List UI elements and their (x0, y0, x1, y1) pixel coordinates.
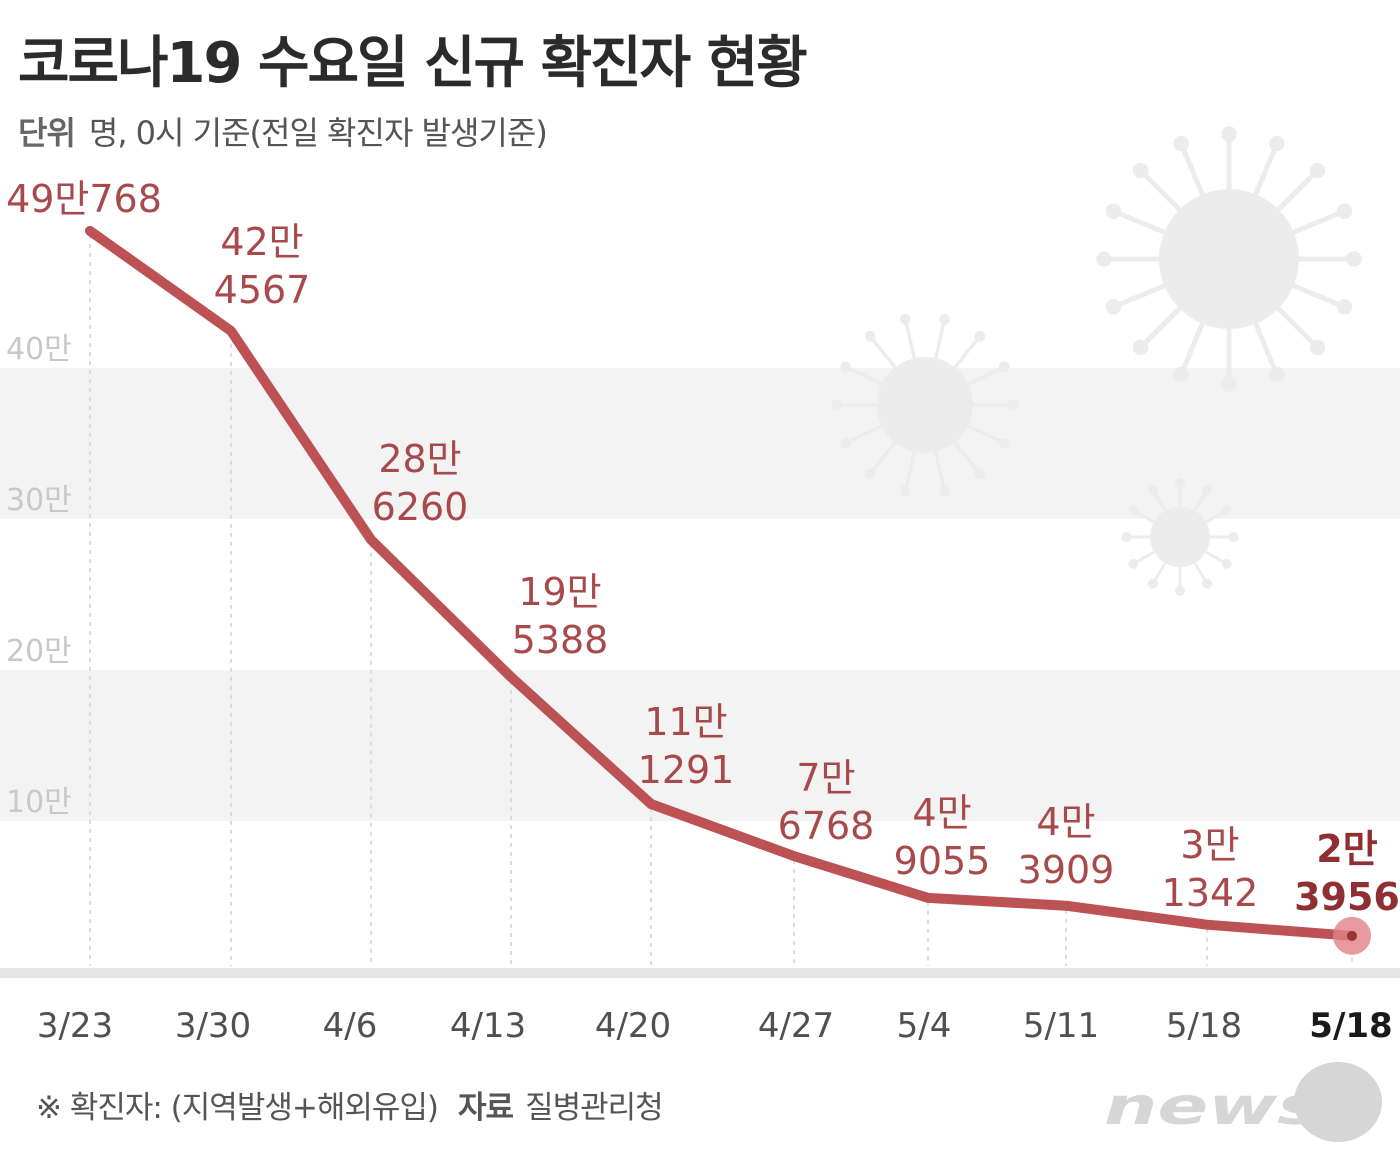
virus-decoration (831, 126, 1362, 596)
footer: ※ 확진자: (지역발생+해외유입) 자료 질병관리청 (36, 1082, 664, 1127)
data-point (1204, 921, 1210, 928)
data-label: 49만768 (6, 177, 162, 221)
x-tick-label: 5/11 (1023, 1006, 1099, 1046)
data-label: 1291 (638, 748, 735, 792)
virus-icon-small (1121, 478, 1239, 596)
x-tick-label: 4/13 (450, 1006, 526, 1046)
vertical-guides (89, 234, 1353, 966)
series-path (85, 225, 1357, 941)
source-name: 질병관리청 (525, 1090, 664, 1126)
data-point (648, 800, 654, 807)
data-point (1063, 902, 1069, 909)
x-tick-label: 4/20 (595, 1006, 671, 1046)
data-label: 3956 (1294, 875, 1400, 919)
data-label: 4567 (214, 268, 311, 312)
data-label: 3909 (1018, 848, 1115, 892)
data-point (368, 536, 374, 543)
x-tick-label: 5/18 (1166, 1006, 1242, 1046)
unit-text: 명, 0시 기준(전일 확진자 발생기준) (88, 114, 548, 152)
last-point-dot (1347, 930, 1357, 941)
data-label: 19만 (518, 570, 601, 614)
series-line (85, 225, 1371, 955)
x-tick-label: 4/27 (758, 1006, 834, 1046)
data-label: 42만 (220, 220, 303, 264)
data-label: 7만 (796, 756, 855, 800)
grid-band (0, 368, 1400, 519)
data-point (87, 227, 93, 234)
data-label: 4만 (912, 791, 971, 835)
x-tick-label: 5/4 (897, 1006, 952, 1046)
x-tick-label: 3/23 (37, 1006, 113, 1046)
x-axis: 3/23 3/30 4/6 4/13 4/20 4/27 5/4 5/11 5/18 5/18 (37, 1006, 1393, 1046)
data-label: 11만 (644, 700, 727, 744)
data-label: 4만 (1036, 800, 1095, 844)
data-label: 3만 (1180, 823, 1239, 867)
data-point (791, 853, 797, 860)
source-label: 자료 (458, 1090, 514, 1126)
data-label: 6260 (372, 485, 469, 529)
data-label: 2만 (1316, 827, 1377, 871)
y-tick-label: 30만 (6, 483, 72, 518)
data-label: 9055 (894, 839, 991, 883)
x-tick-label: 5/18 (1309, 1006, 1392, 1046)
y-tick-label: 20만 (6, 634, 72, 669)
unit-label: 단위 (18, 114, 76, 152)
data-point (508, 673, 514, 680)
unit-line: 단위 명, 0시 기준(전일 확진자 발생기준) (18, 108, 548, 154)
grid-bands (0, 368, 1400, 821)
y-tick-label: 10만 (6, 785, 72, 820)
data-point (925, 894, 931, 901)
chart-title: 코로나19 수요일 신규 확진자 현황 (18, 31, 808, 96)
x-tick-label: 4/6 (323, 1006, 378, 1046)
data-label: 6768 (778, 804, 875, 848)
data-label: 5388 (512, 618, 609, 662)
data-label: 28만 (378, 437, 461, 481)
y-axis: 10만 20만 30만 40만 (6, 332, 72, 820)
y-tick-label: 40만 (6, 332, 72, 367)
x-tick-label: 3/30 (175, 1006, 251, 1046)
grid-band (0, 670, 1400, 821)
virus-icon-medium (831, 313, 1019, 497)
data-label: 1342 (1162, 871, 1259, 915)
news1-logo: news1 (1104, 1062, 1382, 1142)
virus-icon-large (1096, 126, 1362, 392)
logo-badge (1294, 1062, 1382, 1142)
footnote: ※ 확진자: (지역발생+해외유입) (36, 1090, 439, 1126)
data-point (228, 327, 234, 334)
